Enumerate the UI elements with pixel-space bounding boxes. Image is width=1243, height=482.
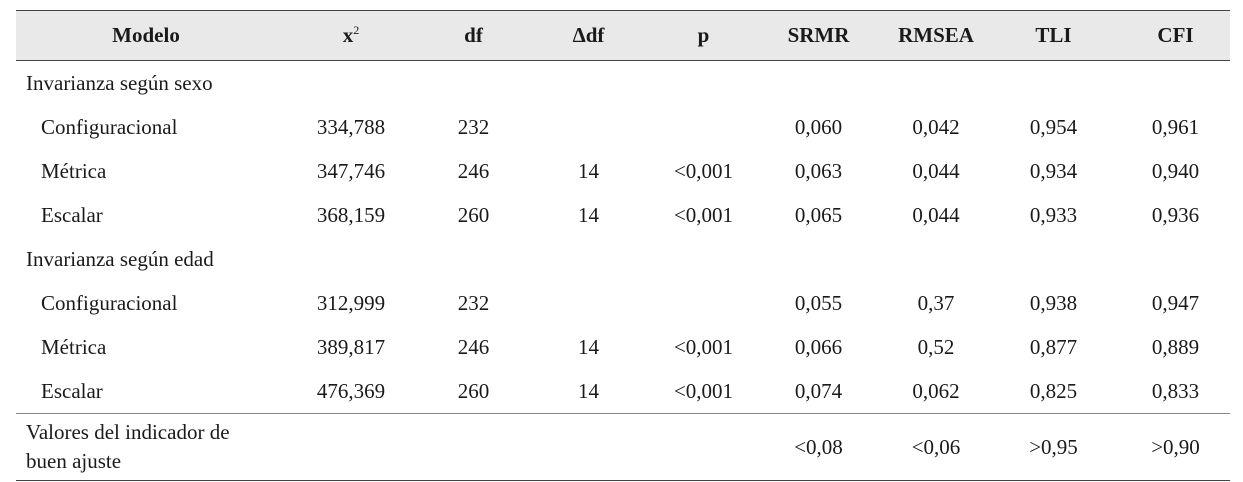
footer-rmsea: <0,06 (886, 413, 986, 481)
cell-delta-df (521, 281, 656, 325)
footer-cfi: >0,90 (1121, 413, 1230, 481)
cell-rmsea: 0,062 (912, 378, 960, 403)
cell-cfi: 0,940 (1151, 158, 1200, 183)
cell-model: Métrica (41, 334, 107, 359)
cell-p: <0,001 (673, 378, 734, 403)
cell-srmr: 0,074 (794, 378, 843, 403)
cell-srmr: 0,055 (794, 290, 843, 315)
footer-tli: >0,95 (986, 413, 1121, 481)
header-srmr: SRMR (751, 10, 886, 61)
cell-model: Escalar (41, 202, 103, 227)
cell-p (656, 105, 751, 149)
header-rmsea: RMSEA (886, 10, 986, 61)
cell-x2: 476,369 (316, 378, 386, 403)
header-tli: TLI (986, 10, 1121, 61)
cell-x2: 334,788 (316, 114, 386, 139)
cell-tli: 0,933 (1029, 202, 1078, 227)
cell-model: Configuracional (41, 114, 178, 139)
header-delta-df: Δdf (521, 10, 656, 61)
cell-df: 260 (457, 202, 490, 227)
cell-model: Escalar (41, 378, 103, 403)
cell-rmsea: 0,042 (912, 114, 960, 139)
cell-rmsea: 0,52 (917, 334, 955, 359)
table-row: Configuracional 334,788 232 0,060 0,042 … (16, 105, 1230, 149)
cell-rmsea: 0,37 (917, 290, 955, 315)
header-modelo: Modelo (16, 10, 276, 61)
cell-model: Métrica (41, 158, 107, 183)
footer-row: Valores del indicador de buen ajuste <0,… (16, 413, 1230, 481)
footer-label-line2: buen ajuste (26, 449, 122, 473)
header-cfi: CFI (1121, 10, 1230, 61)
footer-label-line1: Valores del indicador de (26, 420, 230, 444)
cell-cfi: 0,936 (1151, 202, 1200, 227)
fit-indices-table-container: Modelo x2 df Δdf p SRMR RMSEA TLI CFI In… (16, 10, 1230, 481)
cell-cfi: 0,833 (1151, 378, 1200, 403)
fit-indices-table: Modelo x2 df Δdf p SRMR RMSEA TLI CFI In… (16, 10, 1230, 481)
cell-df: 246 (457, 158, 490, 183)
table-row: Métrica 347,746 246 14 <0,001 0,063 0,04… (16, 149, 1230, 193)
header-p: p (656, 10, 751, 61)
cell-p: <0,001 (673, 334, 734, 359)
table-row: Configuracional 312,999 232 0,055 0,37 0… (16, 281, 1230, 325)
cell-tli: 0,877 (1029, 334, 1078, 359)
cell-x2: 368,159 (316, 202, 386, 227)
table-row: Métrica 389,817 246 14 <0,001 0,066 0,52… (16, 325, 1230, 369)
cell-x2: 347,746 (316, 158, 386, 183)
cell-cfi: 0,889 (1151, 334, 1200, 359)
header-df: df (426, 10, 521, 61)
cell-p (656, 281, 751, 325)
cell-delta-df: 14 (578, 378, 599, 403)
footer-srmr: <0,08 (751, 413, 886, 481)
cell-cfi: 0,947 (1151, 290, 1200, 315)
cell-tli: 0,825 (1029, 378, 1078, 403)
group-title: Invarianza según edad (26, 246, 214, 271)
cell-delta-df (521, 105, 656, 149)
cell-delta-df: 14 (578, 158, 599, 183)
cell-df: 246 (457, 334, 490, 359)
cell-p: <0,001 (673, 158, 734, 183)
cell-p: <0,001 (673, 202, 734, 227)
cell-srmr: 0,060 (794, 114, 843, 139)
cell-srmr: 0,063 (794, 158, 843, 183)
cell-df: 232 (457, 290, 490, 315)
cell-rmsea: 0,044 (912, 158, 960, 183)
group-row-sexo: Invarianza según sexo (16, 61, 1230, 106)
cell-df: 260 (457, 378, 490, 403)
cell-tli: 0,934 (1029, 158, 1078, 183)
header-chi-square-sup: 2 (353, 23, 360, 37)
cell-srmr: 0,065 (794, 202, 843, 227)
cell-model: Configuracional (41, 290, 178, 315)
cell-srmr: 0,066 (794, 334, 843, 359)
cell-tli: 0,938 (1029, 290, 1078, 315)
cell-tli: 0,954 (1029, 114, 1078, 139)
header-chi-square-base: x (342, 23, 354, 47)
header-chi-square: x2 (276, 10, 426, 61)
cell-df: 232 (457, 114, 490, 139)
cell-delta-df: 14 (578, 334, 599, 359)
cell-x2: 312,999 (316, 290, 386, 315)
footer-label: Valores del indicador de buen ajuste (16, 413, 751, 481)
group-row-edad: Invarianza según edad (16, 237, 1230, 281)
group-title: Invarianza según sexo (26, 70, 213, 95)
header-row: Modelo x2 df Δdf p SRMR RMSEA TLI CFI (16, 10, 1230, 61)
table-row: Escalar 368,159 260 14 <0,001 0,065 0,04… (16, 193, 1230, 237)
cell-cfi: 0,961 (1151, 114, 1200, 139)
table-row: Escalar 476,369 260 14 <0,001 0,074 0,06… (16, 369, 1230, 414)
cell-x2: 389,817 (316, 334, 386, 359)
cell-rmsea: 0,044 (912, 202, 960, 227)
cell-delta-df: 14 (578, 202, 599, 227)
